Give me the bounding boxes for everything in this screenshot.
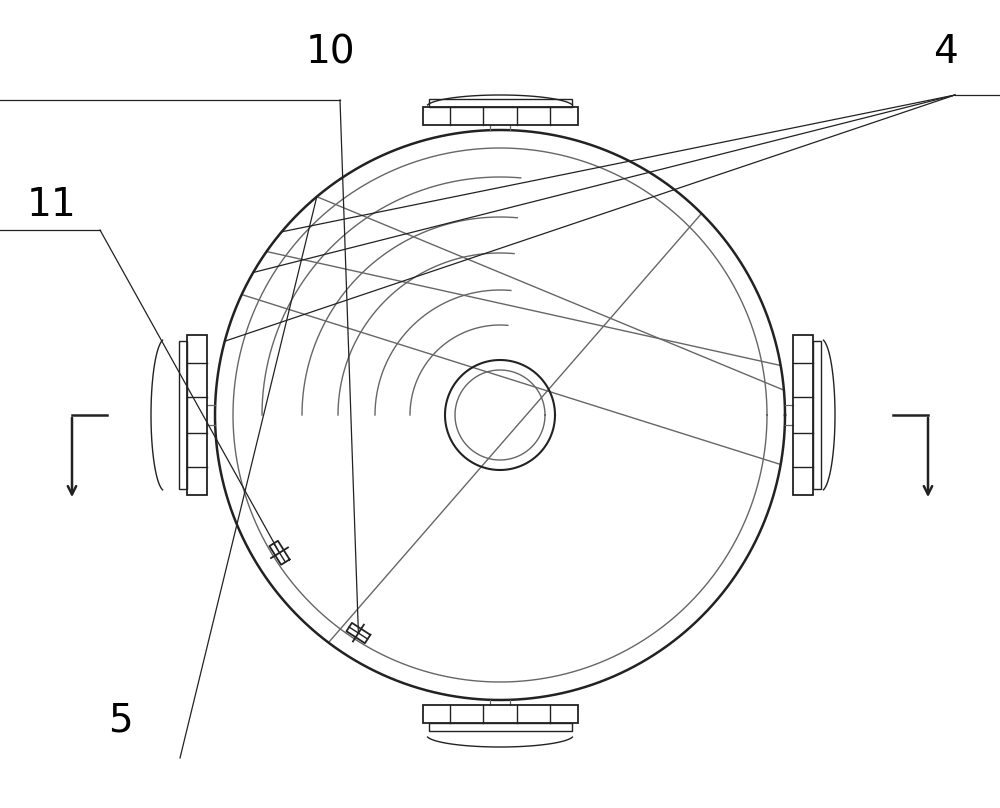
Bar — [428, 723, 572, 731]
Text: 11: 11 — [27, 186, 77, 224]
Bar — [179, 341, 187, 489]
Bar — [187, 335, 207, 495]
Bar — [422, 107, 578, 125]
Bar — [793, 335, 813, 495]
Text: 10: 10 — [305, 33, 355, 71]
Bar — [428, 99, 572, 107]
Bar — [422, 705, 578, 723]
Bar — [813, 341, 821, 489]
Text: 4: 4 — [933, 33, 957, 71]
Text: 5: 5 — [108, 701, 132, 739]
